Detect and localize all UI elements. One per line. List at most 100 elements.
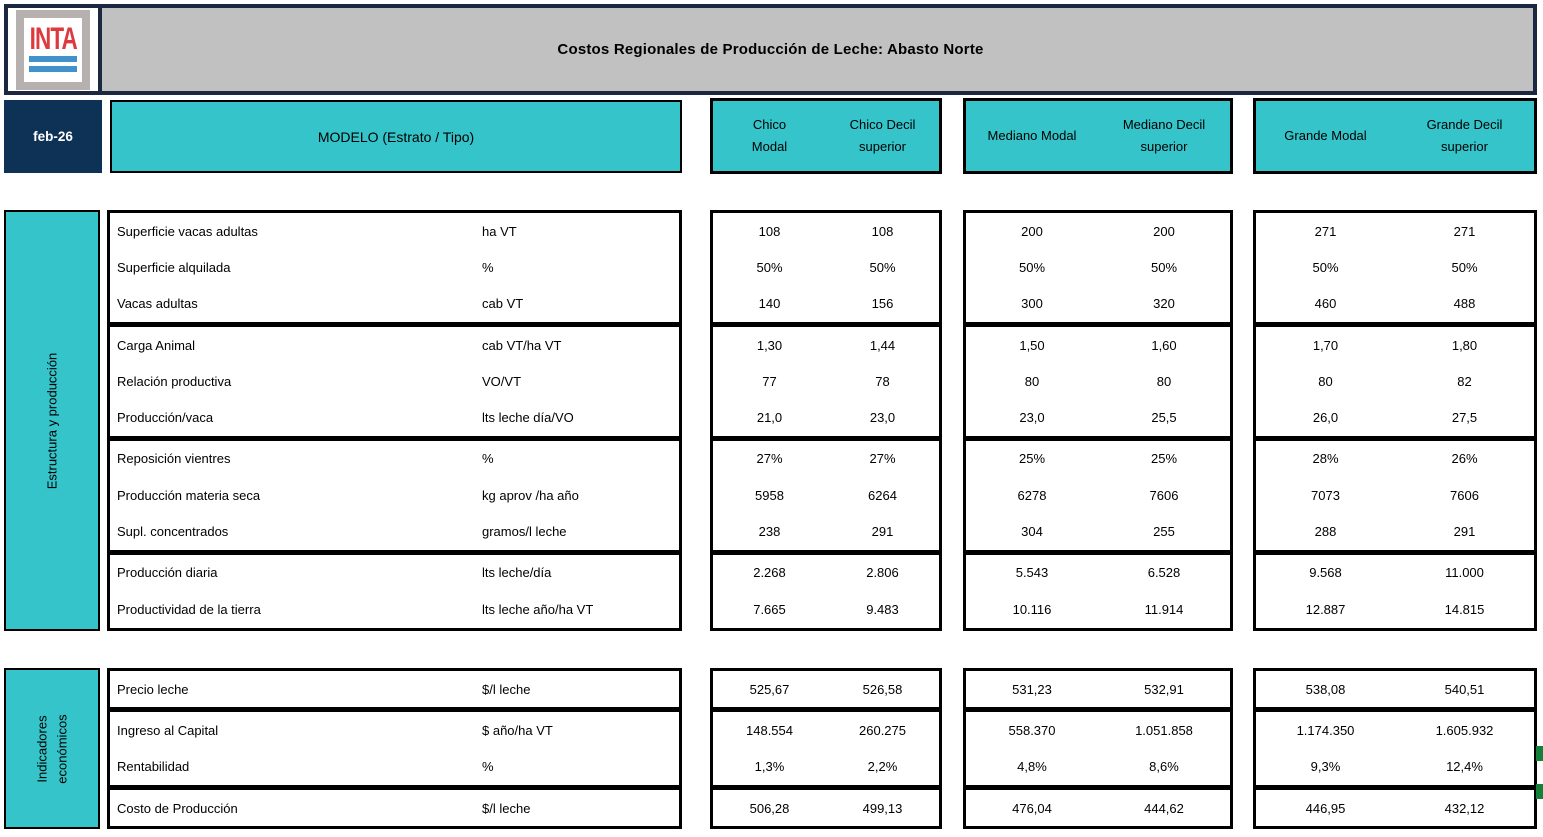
cell-value: 532,91: [1144, 681, 1184, 697]
cell-value: 200: [1021, 223, 1043, 239]
cell-value: 7073: [1311, 487, 1340, 503]
table-row: Producción materia seca kg aprov /ha año: [110, 477, 679, 513]
cell-value: 10.116: [1012, 601, 1052, 617]
row-label: Producción/vaca: [117, 410, 214, 426]
value-row: 200 200: [966, 213, 1230, 249]
value-row: 1,70 1,80: [1256, 327, 1534, 363]
value-row: 5958 6264: [713, 477, 939, 513]
row-unit: $ año/ha VT: [482, 722, 553, 738]
cell-value: 320: [1153, 296, 1175, 312]
row-group: 476,04 444,62: [966, 784, 1230, 826]
cell-value: 78: [875, 373, 890, 389]
row-label: Vacas adultas: [117, 296, 198, 312]
table-row: Precio leche $/l leche: [110, 671, 679, 707]
row-unit: %: [482, 259, 494, 275]
cell-value: 291: [871, 524, 894, 540]
row-group: 148.554 260.275 1,3% 2,2%: [713, 707, 939, 785]
row-unit: $/l leche: [482, 800, 531, 816]
cell-value: 1.605.932: [1435, 722, 1494, 738]
cell-value: 4,8%: [1017, 759, 1047, 775]
row-label: Supl. concentrados: [117, 524, 229, 540]
cell-value: 50%: [756, 259, 783, 275]
cell-value: 140: [758, 296, 781, 312]
cell-value: 1.051.858: [1135, 722, 1193, 738]
cell-value: 444,62: [1144, 800, 1184, 816]
cell-value: 255: [1153, 524, 1175, 540]
row-group: Ingreso al Capital $ año/ha VT Rentabilid…: [110, 707, 679, 785]
row-group: 108 108 50% 50% 140 156: [713, 213, 939, 322]
cell-value: 531,23: [1012, 681, 1052, 697]
cell-value: 5.543: [1015, 565, 1049, 581]
row-group: 531,23 532,91: [966, 671, 1230, 707]
value-row: 140 156: [713, 286, 939, 322]
cell-value: 9.483: [866, 601, 899, 617]
cell-value: 540,51: [1444, 681, 1485, 697]
value-row: 531,23 532,91: [966, 671, 1230, 707]
row-label: Superficie alquilada: [117, 259, 231, 275]
cell-value: 238: [758, 524, 781, 540]
table-row: Superficie alquilada%: [110, 249, 679, 285]
table-row: Supl. concentrados gramos/l leche: [110, 513, 679, 549]
group-header-chico: Chico Modal Chico Decil superior: [710, 98, 942, 174]
row-label: Productividad de la tierra: [117, 601, 261, 617]
table2-values-grande: 538,08 540,51 1.174.350 1.605.932 9,3% 12,4…: [1253, 668, 1537, 829]
row-group: Superficie vacas adultas ha VT Superficie…: [110, 213, 679, 322]
table-row: Producción diaria lts leche/día: [110, 555, 679, 591]
cell-value: 7606: [1450, 487, 1479, 503]
cell-value: 1,3%: [754, 759, 785, 775]
cell-value: 27%: [869, 451, 896, 467]
value-row: 476,04 444,62: [966, 790, 1230, 826]
value-row: 525,67 526,58: [713, 671, 939, 707]
row-group: 1.174.350 1.605.932 9,3% 12,4%: [1256, 707, 1534, 785]
cell-value: 27,5: [1451, 410, 1478, 426]
inta-logo-frame: INTA: [16, 9, 90, 90]
cell-value: 25%: [1150, 451, 1178, 467]
cell-value: 6264: [868, 487, 897, 503]
row-unit: %: [482, 759, 494, 775]
value-row: 7073 7606: [1256, 477, 1534, 513]
value-row: 28% 26%: [1256, 441, 1534, 477]
cell-value: 23,0: [1019, 410, 1045, 426]
row-group: 28% 26% 7073 7606 288 291: [1256, 435, 1534, 550]
cell-value: 1.174.350: [1296, 722, 1355, 738]
model-header: MODELO (Estrato / Tipo): [110, 100, 682, 173]
cell-value: 11.914: [1144, 601, 1184, 617]
header-grande-modal: Grande Modal: [1284, 127, 1367, 143]
inta-logo-text: INTA: [29, 21, 77, 57]
row-unit: gramos/l leche: [482, 524, 567, 540]
table1-values-grande: 271 271 50% 50% 460 488 1,70 1,80 80 82 26,0 2…: [1253, 210, 1537, 631]
cell-value: 499,13: [862, 800, 903, 816]
row-label: Producción materia seca: [117, 487, 261, 503]
table2-labels: Precio leche $/l leche Ingreso al Capital…: [107, 668, 682, 829]
cell-value: 1,60: [1151, 337, 1177, 353]
value-row: 304 255: [966, 513, 1230, 549]
value-row: 23,0 25,5: [966, 399, 1230, 435]
group-header-grande: Grande Modal Grande Decil superior: [1253, 98, 1537, 174]
row-label: Relación productiva: [117, 373, 232, 389]
title-banner: INTA Costos Regionales de Producción de …: [4, 4, 1537, 95]
section-label-text: Indicadores económicos: [34, 713, 70, 784]
value-row: 538,08 540,51: [1256, 671, 1534, 707]
cell-value: 200: [1153, 223, 1175, 239]
green-marker: [1536, 746, 1543, 761]
value-row: 288 291: [1256, 513, 1534, 549]
cell-value: 6278: [1017, 487, 1047, 503]
cell-value: 7.665: [753, 601, 786, 617]
row-label: Producción diaria: [117, 565, 218, 581]
cell-value: 1,80: [1451, 337, 1478, 353]
row-group: 558.370 1.051.858 4,8% 8,6%: [966, 707, 1230, 785]
table-row: Superficie vacas adultas ha VT: [110, 213, 679, 249]
value-row: 271 271: [1256, 213, 1534, 249]
row-group: 271 271 50% 50% 460 488: [1256, 213, 1534, 322]
row-group: 506,28 499,13: [713, 784, 939, 826]
value-row: 26,0 27,5: [1256, 399, 1534, 435]
value-row: 558.370 1.051.858: [966, 712, 1230, 748]
row-unit: lts leche día/VO: [482, 410, 574, 426]
row-group: Precio leche $/l leche: [110, 671, 679, 707]
row-unit: lts leche/día: [482, 565, 552, 581]
cell-value: 11.000: [1445, 565, 1484, 581]
cell-value: 108: [758, 223, 781, 239]
value-row: 108 108: [713, 213, 939, 249]
header-mediano-modal: Mediano Modal: [987, 127, 1077, 143]
value-row: 9,3% 12,4%: [1256, 749, 1534, 785]
